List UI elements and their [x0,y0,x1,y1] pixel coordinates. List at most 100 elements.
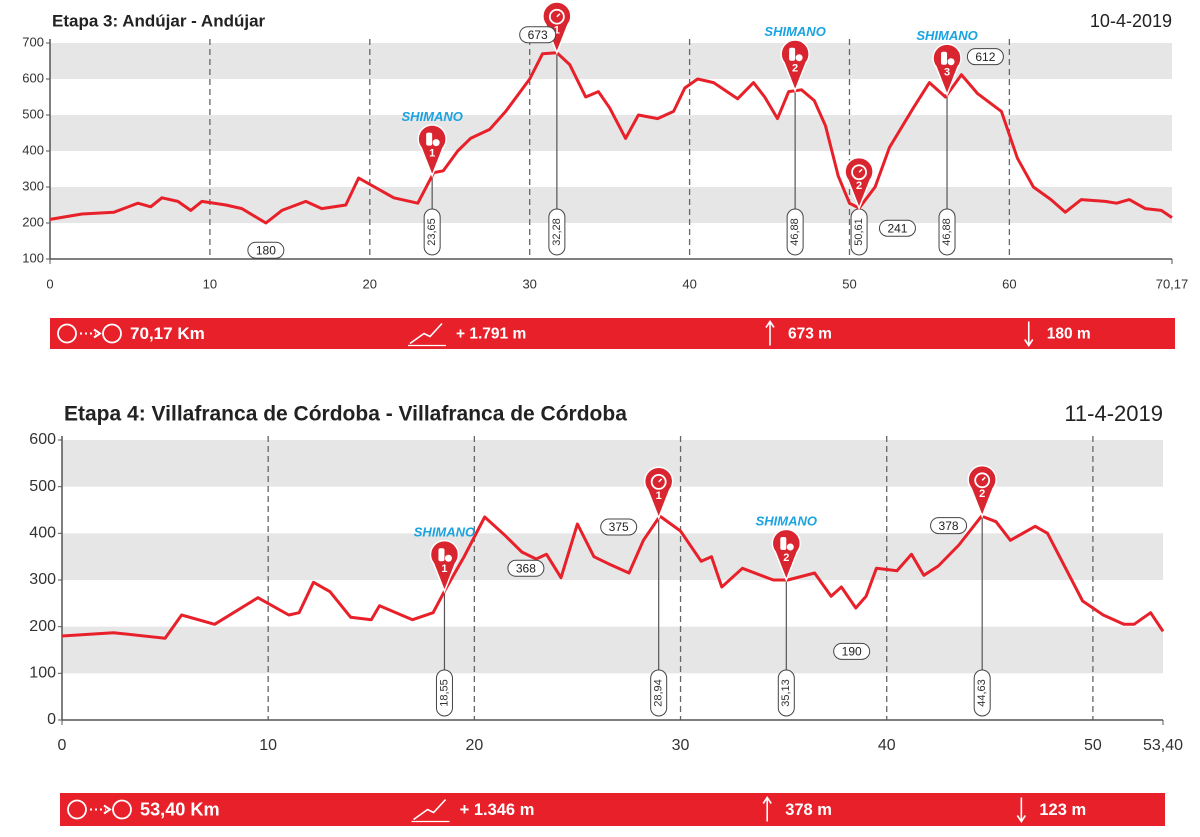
y-tick-label: 300 [22,178,44,193]
summary-min: 123 m [1039,801,1086,819]
band [62,533,1163,580]
sponsor: SHIMANO [414,525,475,540]
elevation-pill [833,642,871,660]
elevation-pill [930,517,968,535]
x-tick-label: 30 [672,737,690,754]
marker-number: 2 [792,63,798,75]
marker-number: 1 [554,25,560,37]
y-tick-label: 600 [22,70,44,85]
band [50,43,1172,79]
x-tick-label: 50 [1084,737,1102,754]
x-tick-label: 0 [58,737,67,754]
summary-bar [50,318,1175,349]
x-tick-label: 30 [522,276,536,291]
x-tick-label: 10 [203,276,217,291]
summary-bar [60,793,1165,826]
fruit-icon [795,54,803,62]
elevation-label: 368 [516,561,536,575]
marker-number: 1 [441,563,447,575]
climb-icon [413,798,447,821]
elevation-label: 378 [939,519,959,533]
marker-number: 3 [944,67,950,79]
marker-pin [429,539,460,594]
up-arrow [765,320,775,346]
chart-title: Etapa 3: Andújar - Andújar [52,11,266,30]
summary-distance: 70,17 Km [130,324,205,343]
x-tick-label: 0 [46,276,53,291]
km-pill [777,669,795,717]
finish-icon [112,799,132,820]
x-tick-label: 40 [878,737,896,754]
km-pill [423,208,441,256]
km-pill [786,208,804,256]
finish-icon [102,323,122,344]
km-label: 23,65 [426,218,438,246]
y-tick-label: 500 [22,106,44,121]
stopwatch-hand [658,478,663,483]
date: 10-4-2019 [1090,11,1172,31]
band [50,187,1172,223]
profile-line [49,51,1173,225]
chart-title: Etapa 4: Villafranca de Córdoba - Villaf… [64,403,627,426]
fruit-icon [786,543,794,551]
bottle-icon [941,51,948,65]
down-arrow [1016,797,1027,823]
y-tick-label: 300 [29,571,56,588]
sponsor: SHIMANO [764,24,825,39]
summary-climb: + 1.791 m [456,326,526,343]
x-tick-label: 10 [259,737,277,754]
stopwatch-hand [858,168,863,173]
profile-line [61,514,1165,640]
fruit-icon [947,58,955,66]
x-tick-label: 53,40 [1143,737,1183,754]
stopwatch-icon [548,8,565,25]
climb-icon [409,322,443,345]
marker-pin [417,124,447,178]
elevation-label: 241 [887,221,907,235]
bottle-icon [426,132,433,146]
elevation-pill [600,518,638,536]
marker-number: 2 [856,180,862,192]
band [62,440,1163,487]
marker-number: 2 [783,552,789,564]
stopwatch-icon [974,472,991,489]
bottle-icon [789,47,796,61]
elevation-pill [966,48,1004,66]
elevation-pill [878,219,916,237]
elevation-label: 190 [842,645,862,659]
y-tick-label: 600 [29,431,56,448]
down-arrow [1024,321,1034,347]
marker-pin [780,39,810,93]
x-tick-label: 40 [682,276,696,291]
date: 11-4-2019 [1064,401,1163,426]
start-icon [57,323,77,344]
x-tick-label: 50 [842,276,856,291]
x-tick-label: 20 [363,276,377,291]
arrow-head [93,328,102,339]
x-tick-label: 60 [1002,276,1016,291]
summary-climb: + 1.346 m [460,801,535,819]
y-tick-label: 400 [22,142,44,157]
elevation-pill [247,241,285,259]
summary-max: 378 m [785,801,832,819]
km-label: 50,61 [853,218,865,246]
up-arrow [762,796,772,822]
km-pill [435,669,453,717]
km-label: 44,63 [976,679,988,707]
summary-distance: 53,40 Km [140,799,220,819]
bottle-icon [438,548,445,562]
y-tick-label: 500 [29,478,56,495]
marker-number: 1 [429,148,435,160]
stopwatch-icon [851,164,867,181]
marker-number: 2 [979,488,985,500]
band [50,115,1172,151]
y-tick-label: 400 [29,525,56,542]
y-tick-label: 0 [47,711,56,728]
sponsor: SHIMANO [756,513,817,528]
km-label: 32,28 [551,218,563,246]
y-tick-label: 100 [22,250,44,265]
elevation-label: 673 [528,28,548,42]
km-label: 46,88 [941,218,953,246]
elevation-label: 375 [609,520,629,534]
km-label: 18,55 [438,679,450,707]
